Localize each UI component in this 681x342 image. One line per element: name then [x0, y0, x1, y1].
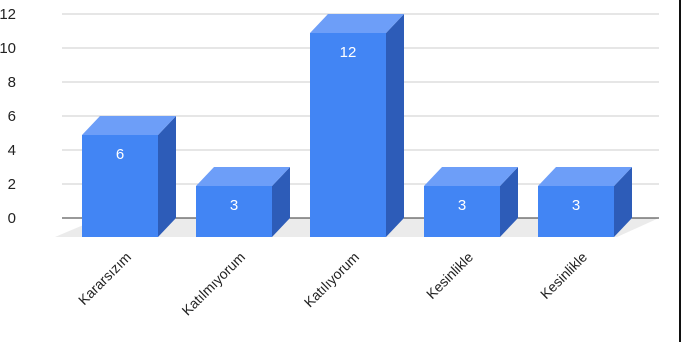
bar-side	[158, 116, 176, 237]
bar-top	[196, 167, 290, 186]
bar: 3	[196, 167, 290, 237]
x-category-label: Kesinlikle	[537, 249, 590, 302]
bar-top	[538, 167, 632, 186]
x-axis-categories: Kararsızım Katılmıyorum Katılıyorum Kesinli…	[75, 249, 590, 319]
bar-front	[310, 33, 386, 237]
bar-front	[196, 186, 272, 237]
x-category-label: Katılıyorum	[301, 249, 362, 310]
bar: 3	[538, 167, 632, 237]
y-tick-label: 10	[0, 40, 16, 57]
bar-side	[386, 14, 404, 237]
right-border	[679, 0, 681, 342]
bar-side	[500, 167, 518, 237]
bar: 6	[82, 116, 176, 237]
bar-front	[424, 186, 500, 237]
bar-side	[272, 167, 290, 237]
bar-side	[614, 167, 632, 237]
data-label: 3	[458, 197, 466, 214]
bar: 12	[310, 14, 404, 237]
y-tick-label: 0	[8, 210, 16, 227]
bars: 6 3 12 3 3	[82, 14, 632, 237]
bar-front	[538, 186, 614, 237]
y-tick-label: 4	[8, 142, 16, 159]
data-label: 6	[116, 146, 124, 163]
bar: 3	[424, 167, 518, 237]
x-category-label: Kesinlikle	[423, 249, 476, 302]
data-label: 3	[230, 197, 238, 214]
x-category-label: Katılmıyorum	[178, 249, 248, 319]
y-axis-ticks: 0 2 4 6 8 10 12	[0, 6, 16, 227]
bar-front	[82, 135, 158, 237]
bar-top	[310, 14, 404, 33]
y-tick-label: 6	[8, 108, 16, 125]
y-tick-label: 12	[0, 6, 16, 23]
bar-top	[82, 116, 176, 135]
y-tick-label: 8	[8, 74, 16, 91]
data-label: 12	[340, 44, 357, 61]
x-category-label: Kararsızım	[75, 249, 134, 308]
y-tick-label: 2	[8, 176, 16, 193]
bar-top	[424, 167, 518, 186]
data-label: 3	[572, 197, 580, 214]
